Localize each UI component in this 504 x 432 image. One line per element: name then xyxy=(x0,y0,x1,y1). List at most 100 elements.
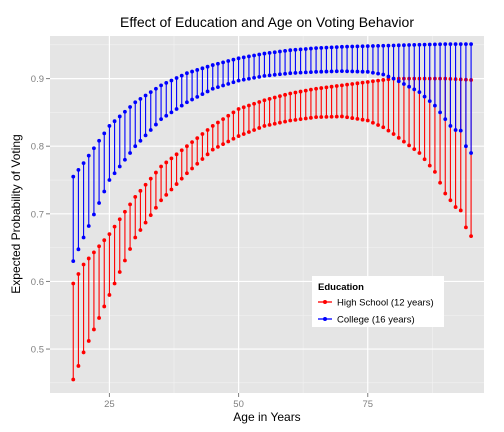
lower-point xyxy=(293,71,298,75)
lower-point xyxy=(257,126,262,130)
legend-key-point xyxy=(323,317,327,321)
lower-point xyxy=(283,119,287,124)
upper-point xyxy=(324,45,329,50)
upper-point xyxy=(117,217,122,222)
lower-point xyxy=(329,69,334,74)
upper-point xyxy=(412,43,417,47)
upper-point xyxy=(350,82,355,86)
upper-point xyxy=(407,43,411,47)
lower-point xyxy=(117,164,122,169)
lower-point xyxy=(324,114,329,119)
lower-point xyxy=(319,115,324,119)
lower-point xyxy=(190,166,194,171)
upper-point xyxy=(154,170,158,175)
lower-point xyxy=(407,143,411,148)
upper-point xyxy=(371,44,375,48)
lower-point xyxy=(190,97,194,102)
upper-point xyxy=(92,250,96,255)
legend-label: College (16 years) xyxy=(337,315,415,326)
upper-point xyxy=(71,281,76,286)
lower-point xyxy=(97,201,101,205)
lower-point xyxy=(195,161,200,166)
upper-point xyxy=(185,71,189,76)
upper-point xyxy=(257,52,262,57)
upper-point xyxy=(138,188,143,193)
lower-point xyxy=(272,72,277,77)
lower-point xyxy=(210,147,215,152)
lower-point xyxy=(205,89,210,94)
y-tick-label: 0.9 xyxy=(31,74,44,85)
upper-point xyxy=(195,136,200,140)
lower-point xyxy=(231,80,236,85)
upper-point xyxy=(272,50,277,55)
lower-point xyxy=(458,208,463,213)
lower-point xyxy=(241,77,246,82)
lower-point xyxy=(205,152,210,157)
upper-point xyxy=(438,42,442,47)
grid-major xyxy=(50,36,484,393)
upper-point xyxy=(179,73,184,78)
lower-point xyxy=(112,171,117,176)
lower-point xyxy=(81,235,86,240)
lower-point xyxy=(102,304,107,309)
upper-point xyxy=(112,119,117,124)
upper-point xyxy=(329,45,334,50)
upper-point xyxy=(231,110,236,115)
upper-point xyxy=(86,256,91,261)
series-layer xyxy=(71,42,473,382)
upper-point xyxy=(386,43,391,48)
ticks-layer: 25 50 75 0.5 0.6 0.7 0.8 0.9 xyxy=(31,74,373,410)
lower-point xyxy=(412,147,417,152)
lower-point xyxy=(355,69,360,74)
lower-point xyxy=(293,117,298,122)
upper-point xyxy=(391,43,396,48)
y-axis-title: Expected Probability of Voting xyxy=(9,134,23,293)
upper-point xyxy=(350,44,355,49)
upper-point xyxy=(381,78,386,82)
x-axis-title: Age in Years xyxy=(233,410,300,424)
upper-point xyxy=(309,87,313,92)
legend-item: College (16 years) xyxy=(318,315,415,326)
legend-label: High School (12 years) xyxy=(337,298,434,309)
upper-point xyxy=(159,83,163,88)
lower-point xyxy=(200,157,205,161)
upper-point xyxy=(319,46,324,50)
lower-point xyxy=(210,86,215,91)
lower-point xyxy=(391,132,396,136)
upper-point xyxy=(427,42,432,47)
lower-point xyxy=(464,144,468,149)
upper-point xyxy=(298,89,303,94)
lower-point xyxy=(469,151,473,155)
lower-point xyxy=(221,142,225,147)
lower-point xyxy=(107,293,112,297)
y-tick-label: 0.8 xyxy=(31,142,44,153)
upper-point xyxy=(417,42,422,47)
upper-point xyxy=(76,272,81,276)
lower-point xyxy=(334,69,339,74)
lower-point xyxy=(92,327,96,332)
lower-point xyxy=(360,69,365,74)
lower-point xyxy=(71,377,76,382)
lower-point xyxy=(365,69,370,74)
lower-point xyxy=(438,180,442,185)
upper-point xyxy=(107,232,112,237)
lower-point xyxy=(402,139,406,144)
upper-point xyxy=(169,78,174,83)
lower-point xyxy=(272,121,277,126)
lower-point xyxy=(247,130,251,134)
legend-item: High School (12 years) xyxy=(318,298,434,309)
upper-point xyxy=(107,124,112,128)
upper-point xyxy=(138,96,143,101)
legend-key-point xyxy=(323,300,327,304)
upper-point xyxy=(340,44,344,49)
lower-point xyxy=(236,78,241,83)
upper-point xyxy=(324,85,329,90)
upper-point xyxy=(288,91,293,96)
upper-point xyxy=(293,47,298,52)
lower-point xyxy=(102,189,107,194)
upper-point xyxy=(334,84,339,88)
upper-point xyxy=(154,86,158,91)
lower-point xyxy=(407,84,411,89)
upper-point xyxy=(185,144,189,149)
